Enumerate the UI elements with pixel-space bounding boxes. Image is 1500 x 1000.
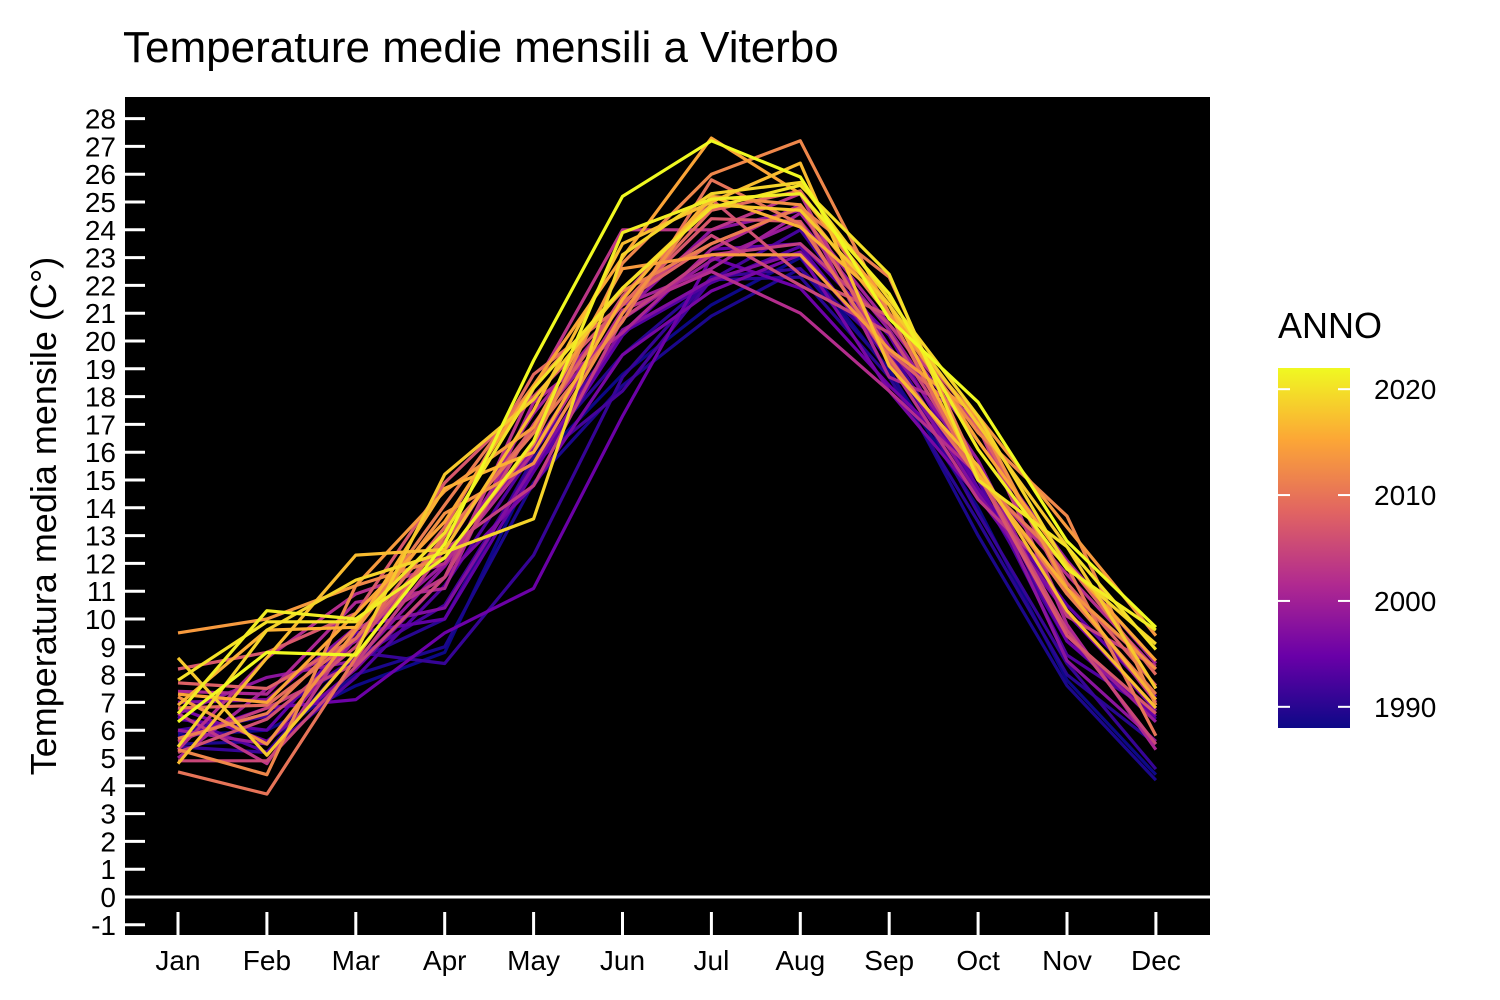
legend-ticks: 2020 2010 2000 1990 [1278, 374, 1436, 723]
x-tick-label: Dec [1131, 945, 1181, 976]
y-tick-label: 25 [85, 187, 116, 218]
series-line-2022 [177, 139, 1158, 724]
series-line-2003 [177, 192, 1158, 766]
y-tick-label: 16 [85, 437, 116, 468]
y-tick-label: 14 [85, 493, 116, 524]
series-line-1989 [177, 267, 1158, 782]
y-tick-label: 23 [85, 243, 116, 274]
x-tick-label: Jun [600, 945, 645, 976]
y-tick-label: -1 [91, 910, 116, 941]
x-tick-label: Sep [864, 945, 914, 976]
y-tick-label: 9 [100, 632, 116, 663]
y-tick-label: 24 [85, 215, 116, 246]
legend-title: ANNO [1278, 305, 1382, 346]
y-tick-label: 21 [85, 298, 116, 329]
y-tick-label: 19 [85, 354, 116, 385]
series-line-2020 [177, 183, 1158, 682]
y-axis-label: Temperatura media mensile (C°) [23, 257, 64, 776]
x-tick-label: Nov [1042, 945, 1092, 976]
x-tick-label: Mar [332, 945, 380, 976]
y-tick-label: 15 [85, 465, 116, 496]
y-tick-label: 22 [85, 270, 116, 301]
y-tick-label: 4 [100, 771, 116, 802]
y-tick-label: 10 [85, 604, 116, 635]
y-tick-label: 13 [85, 521, 116, 552]
x-tick-label: Jan [155, 945, 200, 976]
y-tick-label: 7 [100, 687, 116, 718]
y-tick-label: 12 [85, 548, 116, 579]
x-tick-label: Apr [423, 945, 467, 976]
legend-label: 2020 [1374, 374, 1436, 405]
y-tick-label: 3 [100, 799, 116, 830]
series-line-2014 [177, 253, 1158, 637]
series-line-2019 [176, 180, 1157, 748]
x-tick-label: May [507, 945, 560, 976]
y-tick-label: 11 [87, 576, 116, 607]
legend-label: 2000 [1374, 586, 1436, 617]
y-axis-ticks: -101234567891011121314151617181920212223… [85, 104, 145, 941]
y-tick-label: 28 [85, 104, 116, 135]
series-line-2021 [176, 192, 1157, 715]
x-tick-label: Aug [775, 945, 825, 976]
y-tick-label: 20 [85, 326, 116, 357]
y-tick-label: 18 [85, 382, 116, 413]
legend-colorbar [1278, 368, 1350, 728]
x-axis-ticks: Jan Feb Mar Apr May Jun Jul Aug Sep Oct Nov Dec [155, 912, 1181, 976]
legend-label: 1990 [1374, 692, 1436, 723]
x-tick-label: Jul [694, 945, 730, 976]
y-tick-label: 2 [100, 826, 116, 857]
legend-label: 2010 [1374, 480, 1436, 511]
y-tick-label: 0 [100, 882, 116, 913]
series-lines [176, 136, 1158, 796]
x-tick-label: Oct [956, 945, 1000, 976]
y-tick-label: 17 [85, 409, 116, 440]
y-tick-label: 5 [100, 743, 116, 774]
y-tick-label: 6 [100, 715, 116, 746]
y-tick-label: 27 [85, 131, 116, 162]
y-tick-label: 26 [85, 159, 116, 190]
x-tick-label: Feb [243, 945, 291, 976]
chart-title: Temperature medie mensili a Viterbo [123, 23, 839, 72]
y-tick-label: 8 [100, 660, 116, 691]
y-tick-label: 1 [100, 854, 116, 885]
